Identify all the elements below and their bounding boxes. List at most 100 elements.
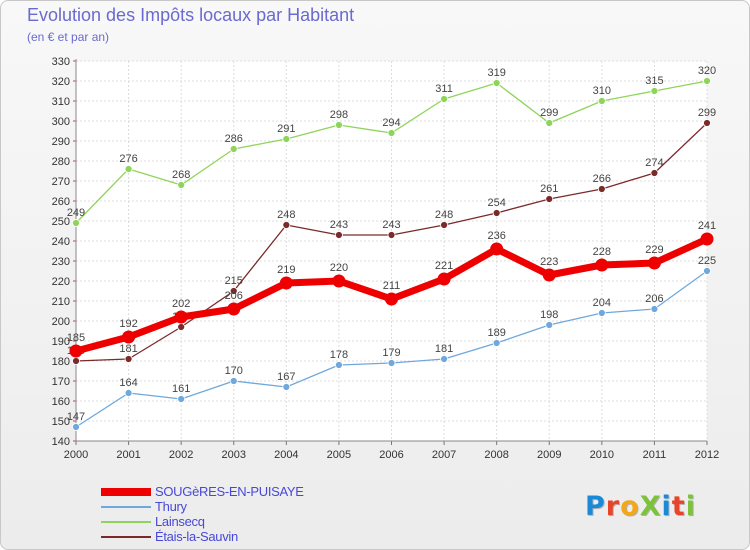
data-point	[650, 169, 659, 177]
data-label: 243	[330, 219, 348, 231]
y-tick-label: 290	[52, 136, 70, 148]
legend-label: Thury	[155, 499, 187, 514]
data-point	[177, 323, 186, 331]
data-point	[597, 309, 606, 317]
data-label: 315	[645, 75, 663, 87]
x-tick-label: 2004	[274, 449, 298, 461]
y-tick-label: 180	[52, 356, 70, 368]
data-point	[542, 268, 556, 282]
data-point	[335, 361, 343, 369]
data-point	[282, 135, 291, 143]
data-point	[335, 121, 343, 129]
logo-letter: r	[605, 491, 621, 522]
logo-letter: X	[639, 491, 662, 522]
data-point	[492, 339, 501, 347]
x-tick-label: 2009	[537, 449, 561, 461]
data-point	[72, 423, 80, 431]
legend-swatch	[101, 536, 151, 538]
data-label: 286	[225, 133, 243, 145]
data-point	[492, 79, 501, 87]
data-label: 211	[383, 280, 401, 292]
data-point	[227, 302, 241, 316]
data-label: 311	[435, 83, 453, 95]
data-label: 206	[225, 290, 243, 302]
data-point	[650, 305, 659, 313]
data-label: 164	[119, 377, 137, 389]
data-label: 192	[119, 318, 137, 330]
data-label: 261	[540, 183, 558, 195]
x-tick-label: 2000	[64, 449, 88, 461]
y-tick-label: 220	[52, 276, 70, 288]
y-tick-label: 160	[52, 396, 70, 408]
data-label: 185	[67, 332, 85, 344]
legend-swatch	[101, 506, 151, 508]
data-point	[177, 395, 186, 403]
data-point	[437, 272, 451, 286]
data-label: 181	[119, 343, 137, 355]
data-point	[387, 231, 396, 239]
data-label: 274	[645, 157, 663, 169]
data-label: 291	[277, 123, 295, 135]
proxiti-logo: ProXiti	[585, 491, 696, 522]
data-point	[124, 165, 133, 173]
data-label: 204	[593, 297, 611, 309]
x-tick-label: 2001	[116, 449, 140, 461]
data-point	[229, 145, 238, 153]
data-point	[385, 292, 398, 306]
data-point	[335, 231, 343, 239]
legend-label: Lainsecq	[155, 514, 205, 529]
data-label: 220	[330, 262, 348, 274]
data-point	[490, 242, 504, 256]
y-tick-label: 190	[52, 336, 70, 348]
data-label: 228	[593, 246, 611, 258]
data-point	[72, 219, 80, 227]
data-label: 254	[487, 197, 505, 209]
data-label: 179	[382, 347, 400, 359]
data-label: 161	[172, 383, 190, 395]
data-label: 268	[172, 169, 190, 181]
data-point	[647, 256, 661, 270]
chart-title: Evolution des Impôts locaux par Habitant	[27, 5, 355, 25]
data-label: 219	[277, 264, 295, 276]
x-tick-label: 2010	[590, 449, 614, 461]
y-tick-label: 140	[52, 436, 70, 448]
data-point	[282, 221, 291, 229]
x-tick-label: 2008	[484, 449, 508, 461]
data-point	[440, 95, 448, 103]
data-label: 266	[593, 173, 611, 185]
x-tick-label: 2011	[643, 449, 667, 461]
y-tick-label: 230	[52, 256, 70, 268]
data-point	[650, 87, 659, 95]
logo-letter: i	[685, 491, 696, 522]
data-label: 276	[119, 153, 137, 165]
x-tick-label: 2005	[327, 449, 351, 461]
data-point	[440, 221, 448, 229]
data-point	[387, 129, 396, 137]
legend-label: Étais-la-Sauvin	[155, 529, 238, 544]
logo-letter: t	[671, 491, 686, 522]
data-label: 202	[172, 298, 190, 310]
x-tick-label: 2003	[222, 449, 246, 461]
data-point	[703, 267, 711, 275]
data-point	[279, 276, 293, 290]
data-label: 319	[487, 67, 505, 79]
data-label: 181	[435, 343, 453, 355]
data-point	[72, 357, 80, 365]
data-point	[229, 287, 238, 295]
data-label: 223	[540, 256, 558, 268]
data-label: 189	[487, 327, 505, 339]
data-label: 320	[698, 65, 716, 77]
data-point	[177, 181, 186, 189]
data-point	[229, 377, 238, 385]
y-tick-label: 170	[52, 376, 70, 388]
data-label: 236	[487, 230, 505, 242]
logo-letter: P	[585, 491, 606, 522]
data-point	[545, 321, 554, 329]
data-label: 178	[330, 349, 348, 361]
data-label: 248	[277, 209, 295, 221]
data-label: 225	[698, 255, 716, 267]
data-point	[703, 119, 711, 127]
logo-letter: o	[620, 491, 640, 522]
data-point	[545, 119, 554, 127]
